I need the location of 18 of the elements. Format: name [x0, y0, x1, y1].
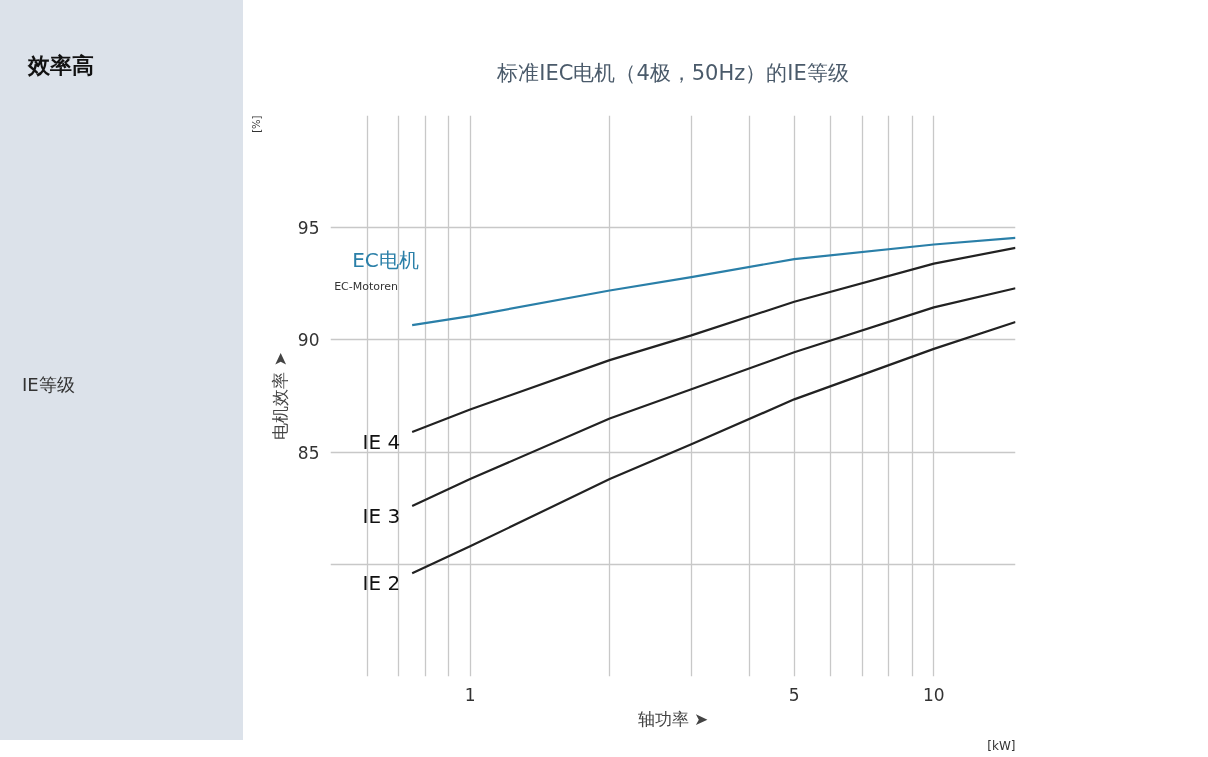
- x-tick-label: 10: [923, 684, 945, 705]
- text: [%]: [250, 115, 262, 133]
- annotation: EC-Motoren: [334, 280, 399, 294]
- x-axis-title: 轴功率 ➤: [637, 708, 709, 729]
- series-label: IE 4: [362, 429, 401, 454]
- series-label: IE 2: [362, 571, 401, 596]
- x-tick-label: 1: [464, 684, 476, 705]
- y-tick-label: 95: [297, 218, 320, 239]
- y-tick-label: 90: [297, 330, 320, 351]
- text: [kW]: [987, 738, 1016, 753]
- x-tick-label: 5: [788, 684, 800, 705]
- y-axis-title: 电机效率 ➤: [269, 352, 290, 440]
- text: 效率高: [28, 52, 94, 80]
- chart-title: 标准IEC电机（4极，50Hz）的IE等级: [496, 60, 849, 85]
- series-label: IE 3: [362, 503, 401, 528]
- text: IE等级: [22, 373, 75, 397]
- text: EC电机: [352, 248, 419, 273]
- y-tick-label: 85: [297, 442, 320, 463]
